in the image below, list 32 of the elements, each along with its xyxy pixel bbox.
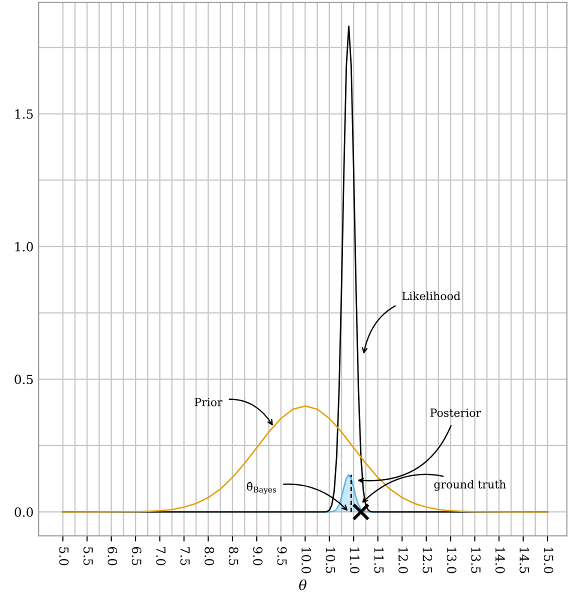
y-tick-label: 0.0: [14, 507, 33, 517]
x-tick-label: 8.0: [204, 547, 214, 566]
x-tick-label: 5.5: [83, 547, 93, 566]
y-tick-label: 0.5: [14, 374, 33, 384]
x-tick-label: 7.0: [156, 547, 166, 566]
x-tick-label: 9.5: [277, 546, 287, 566]
annotation: ground truth: [434, 480, 506, 491]
annotation: Prior: [194, 398, 222, 406]
annotation: Likelihood: [402, 292, 460, 300]
x-tick-label: 11.5: [374, 548, 384, 574]
x-tick-label: 14.0: [495, 548, 505, 574]
y-tick-label: 1.0: [15, 242, 33, 252]
x-tick-label: 11.0: [350, 548, 360, 574]
x-tick-label: 14.5: [520, 548, 530, 574]
x-tick-label: 10.0: [302, 548, 311, 574]
x-tick-label: 10.5: [326, 548, 336, 574]
x-tick-label: 12.0: [398, 548, 408, 574]
x-tick-label: 5.0: [59, 547, 69, 566]
x-tick-label: 13.5: [471, 548, 481, 574]
x-tick-label: 7.5: [180, 547, 190, 566]
x-tick-label: 6.0: [108, 547, 118, 566]
x-tick-label: 6.5: [132, 547, 142, 566]
x-tick-label: 15.0: [544, 548, 554, 574]
x-tick-label: 8.5: [228, 547, 238, 566]
x-tick-label: 12.5: [422, 548, 432, 574]
x-axis-title: θ: [299, 579, 306, 590]
x-tick-label: 9.0: [253, 546, 263, 566]
annotation: Posterior: [430, 408, 482, 417]
line-series: [62, 405, 548, 513]
x-tick-label: 13.0: [446, 548, 456, 574]
annotation: θ̂$_{Bayes}$: [246, 482, 276, 494]
y-tick-label: 1.5: [15, 109, 33, 119]
